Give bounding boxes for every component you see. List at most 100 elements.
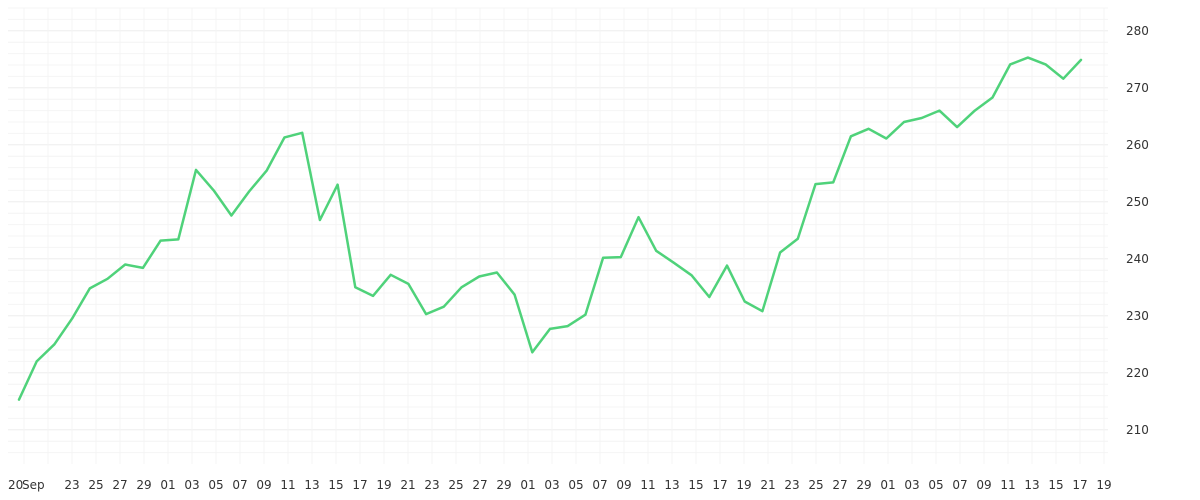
data-point [495, 271, 498, 274]
x-tick-label: 13 [1024, 478, 1039, 492]
x-tick-label: 15 [688, 478, 703, 492]
x-tick-label: 23 [424, 478, 439, 492]
x-tick-label: 29 [856, 478, 871, 492]
x-tick-label: 25 [808, 478, 823, 492]
x-tick-label: 07 [952, 478, 967, 492]
data-point [814, 183, 817, 186]
x-tick-label: 23 [64, 478, 79, 492]
x-tick-label: 09 [616, 478, 631, 492]
data-point [832, 181, 835, 184]
data-point [372, 294, 374, 297]
data-point [584, 313, 587, 316]
data-point [531, 351, 534, 354]
data-point [177, 238, 180, 241]
x-tick-label: 13 [304, 478, 319, 492]
x-tick-label: 27 [832, 478, 847, 492]
x-tick-label: 15 [328, 478, 343, 492]
x-tick-label: 01 [160, 478, 175, 492]
y-tick-label: 250 [1126, 195, 1149, 209]
data-point [18, 398, 20, 401]
data-point [743, 300, 746, 303]
data-point [938, 109, 941, 112]
x-tick-label: 20 [8, 478, 23, 492]
y-tick-label: 280 [1126, 24, 1149, 38]
data-point [903, 121, 905, 123]
x-tick-label: 05 [568, 478, 583, 492]
data-point [1009, 63, 1012, 66]
data-point [53, 343, 56, 346]
data-point [690, 274, 693, 277]
data-point [159, 239, 162, 242]
y-tick-label: 210 [1126, 423, 1149, 437]
x-tick-label: 11 [280, 478, 295, 492]
data-point [265, 169, 268, 172]
data-point [973, 109, 976, 112]
x-tick-label: 11 [640, 478, 655, 492]
x-tick-label: 01 [520, 478, 535, 492]
data-point [708, 295, 711, 298]
x-tick-label: 03 [544, 478, 559, 492]
x-tick-label: 05 [928, 478, 943, 492]
data-point [602, 256, 605, 259]
data-point [726, 264, 728, 267]
data-point [283, 136, 286, 139]
grid-lines [8, 7, 1108, 464]
x-tick-label: 27 [112, 478, 127, 492]
x-tick-label: 23 [784, 478, 799, 492]
data-point [796, 237, 799, 240]
x-tick-label: 19 [736, 478, 751, 492]
data-point [230, 214, 233, 217]
data-point [867, 127, 870, 130]
x-tick-label: 19 [1096, 478, 1111, 492]
y-tick-label: 260 [1126, 138, 1149, 152]
data-point [885, 137, 888, 140]
data-point [513, 293, 516, 296]
data-point [1026, 56, 1029, 59]
data-point [301, 131, 304, 134]
x-tick-label: 17 [712, 478, 727, 492]
data-point [637, 216, 640, 219]
data-point [425, 313, 428, 316]
data-point [88, 287, 91, 290]
data-point [35, 360, 38, 363]
data-point [248, 190, 251, 193]
data-point [655, 249, 658, 252]
data-point [195, 168, 197, 171]
data-point [566, 325, 569, 328]
data-point [389, 273, 392, 276]
data-point [124, 263, 127, 266]
x-tick-label: 17 [1072, 478, 1087, 492]
x-tick-label: 09 [256, 478, 271, 492]
series-line [17, 56, 1083, 401]
data-point [212, 189, 215, 192]
data-point [549, 327, 551, 330]
x-tick-label: 07 [232, 478, 247, 492]
data-point [920, 117, 923, 120]
x-tick-label: 01 [880, 478, 895, 492]
data-point [619, 256, 622, 259]
data-point [141, 266, 144, 269]
data-point [849, 135, 852, 138]
data-point [779, 251, 782, 254]
x-tick-label: 05 [208, 478, 223, 492]
y-tick-label: 270 [1126, 81, 1149, 95]
x-tick-label: 27 [472, 478, 487, 492]
data-point [991, 96, 994, 99]
x-tick-label: 29 [136, 478, 151, 492]
data-point [761, 310, 764, 313]
x-tick-label: 19 [376, 478, 391, 492]
y-tick-label: 240 [1126, 252, 1149, 266]
data-point [71, 317, 74, 320]
series-line-group [17, 56, 1083, 401]
x-tick-label: 25 [448, 478, 463, 492]
data-point [1044, 63, 1047, 66]
x-tick-label: 21 [400, 478, 415, 492]
x-tick-label: 17 [352, 478, 367, 492]
y-axis: 210 220 230 240 250 260 270 280 [1126, 24, 1149, 437]
data-point [106, 277, 109, 280]
x-tick-label: 03 [184, 478, 199, 492]
data-point [336, 183, 339, 186]
y-tick-label: 230 [1126, 309, 1149, 323]
